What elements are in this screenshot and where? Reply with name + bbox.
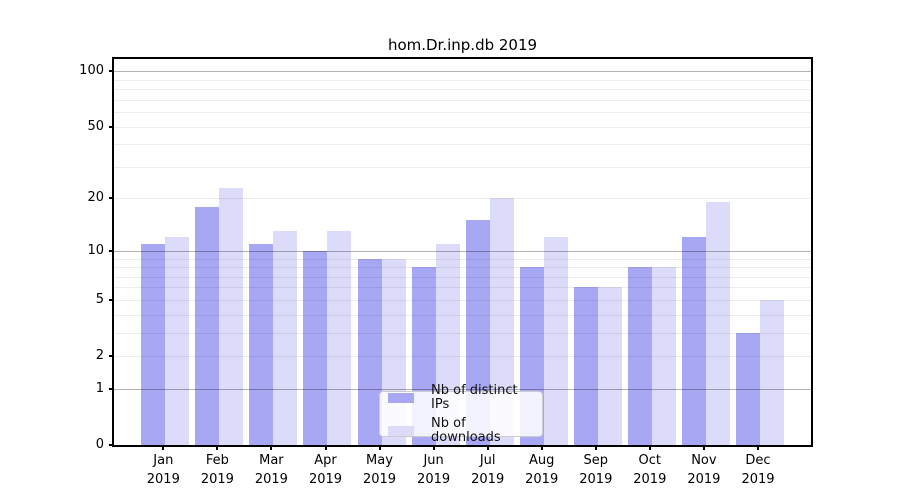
chart-title: hom.Dr.inp.db 2019 bbox=[387, 36, 538, 54]
x-tick-mark bbox=[540, 445, 543, 450]
bar bbox=[357, 258, 382, 445]
bar bbox=[543, 237, 568, 445]
bar bbox=[273, 231, 298, 445]
x-axis-tick-label: Dec 2019 bbox=[741, 453, 775, 487]
x-tick-mark bbox=[702, 445, 705, 450]
y-tick-mark bbox=[109, 249, 114, 252]
gridline-minor bbox=[114, 166, 811, 168]
axis-spine-left bbox=[112, 57, 114, 447]
bar bbox=[735, 332, 760, 445]
legend: Nb of distinct IPs Nb of downloads bbox=[379, 383, 543, 444]
x-tick-mark bbox=[432, 445, 435, 450]
legend-entry: Nb of downloads bbox=[388, 415, 534, 445]
bar bbox=[705, 202, 730, 445]
x-axis-tick-label: Jul 2019 bbox=[471, 453, 505, 487]
gridline-minor bbox=[114, 144, 811, 146]
x-axis-tick-label: Apr 2019 bbox=[308, 453, 343, 487]
legend-swatch bbox=[388, 425, 414, 436]
gridline-minor bbox=[114, 126, 811, 128]
axis-spine-bottom bbox=[112, 445, 813, 447]
bar bbox=[327, 231, 352, 445]
gridline-minor bbox=[114, 112, 811, 113]
y-axis-tick-label: 1 bbox=[95, 380, 104, 396]
gridline-minor bbox=[114, 287, 811, 289]
y-axis-tick-label: 100 bbox=[79, 63, 104, 79]
x-axis-tick-label: Jun 2019 bbox=[417, 453, 451, 487]
y-axis-tick-label: 2 bbox=[95, 348, 104, 363]
y-tick-mark bbox=[109, 298, 114, 301]
bar bbox=[141, 243, 166, 445]
x-tick-mark bbox=[648, 445, 651, 450]
x-axis-tick-label: May 2019 bbox=[362, 453, 397, 487]
gridline-major bbox=[114, 71, 811, 73]
legend-entry: Nb of distinct IPs bbox=[388, 382, 534, 412]
y-axis-tick-label: 0 bbox=[95, 437, 104, 452]
x-tick-mark bbox=[378, 445, 381, 450]
bar bbox=[597, 287, 622, 445]
bar bbox=[627, 267, 652, 445]
y-axis-tick-label: 20 bbox=[87, 190, 104, 206]
x-axis-tick-label: Nov 2019 bbox=[687, 453, 721, 487]
y-tick-mark bbox=[109, 444, 114, 446]
gridline-minor bbox=[114, 332, 811, 334]
gridline-minor bbox=[114, 299, 811, 301]
legend-label: Nb of downloads bbox=[431, 415, 501, 445]
x-axis-tick-label: Sep 2019 bbox=[579, 453, 613, 487]
bar bbox=[681, 237, 706, 445]
legend-swatch bbox=[388, 392, 414, 403]
gridline-minor bbox=[114, 314, 811, 316]
x-tick-mark bbox=[594, 445, 597, 450]
x-axis-tick-label: Oct 2019 bbox=[633, 453, 667, 487]
gridline-minor bbox=[114, 276, 811, 278]
x-tick-mark bbox=[270, 445, 273, 450]
gridline-minor bbox=[114, 267, 811, 268]
axis-spine-top bbox=[112, 57, 813, 59]
gridline-minor bbox=[114, 99, 811, 101]
bar bbox=[165, 237, 190, 445]
x-axis-tick-label: Feb 2019 bbox=[200, 453, 234, 487]
x-tick-mark bbox=[486, 445, 489, 450]
y-axis-tick-label: 5 bbox=[95, 291, 104, 307]
legend-label: Nb of distinct IPs bbox=[431, 382, 518, 412]
y-tick-mark bbox=[109, 125, 114, 128]
gridline-minor bbox=[114, 89, 811, 90]
gridline-minor bbox=[114, 356, 811, 357]
bar bbox=[759, 299, 784, 445]
x-tick-mark bbox=[162, 445, 165, 450]
bar bbox=[651, 267, 676, 445]
x-tick-mark bbox=[757, 445, 759, 450]
gridline-major bbox=[114, 250, 811, 252]
gridline-minor bbox=[114, 258, 811, 260]
bar bbox=[219, 187, 244, 445]
y-axis-tick-label: 10 bbox=[87, 242, 104, 258]
x-axis-tick-label: Mar 2019 bbox=[254, 453, 288, 487]
gridline-major bbox=[114, 388, 811, 390]
bar bbox=[249, 243, 274, 445]
y-tick-mark bbox=[109, 387, 114, 390]
x-axis-tick-label: Aug 2019 bbox=[525, 453, 559, 487]
y-tick-mark bbox=[109, 355, 114, 357]
x-axis-tick-label: Jan 2019 bbox=[146, 453, 180, 487]
bar bbox=[303, 250, 328, 445]
gridline-minor bbox=[114, 198, 811, 200]
bar bbox=[195, 206, 220, 445]
y-tick-mark bbox=[109, 70, 114, 73]
bar bbox=[573, 287, 598, 445]
axis-spine-right bbox=[811, 57, 813, 447]
x-tick-mark bbox=[324, 445, 327, 450]
gridline-minor bbox=[114, 79, 811, 81]
y-tick-mark bbox=[109, 197, 114, 200]
y-axis-tick-label: 50 bbox=[87, 118, 104, 134]
x-tick-mark bbox=[216, 445, 219, 450]
